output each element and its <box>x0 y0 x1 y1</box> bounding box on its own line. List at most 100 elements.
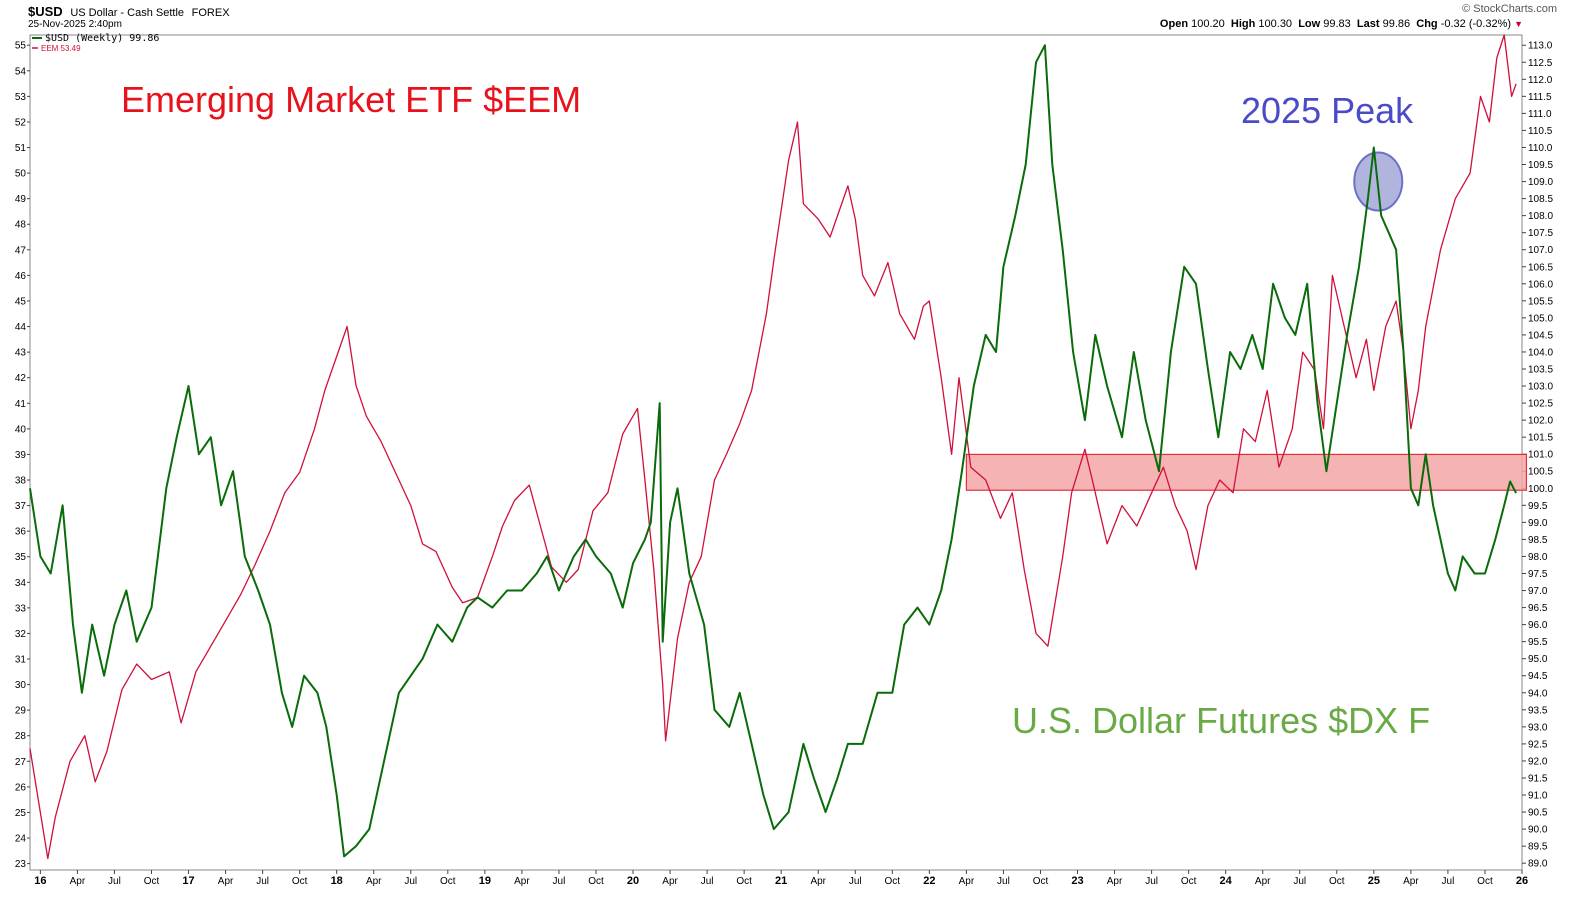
left-tick-label: 31 <box>15 655 27 666</box>
ohlc-readout: Open 100.20 High 100.30 Low 99.83 Last 9… <box>1160 18 1523 30</box>
right-tick-label: 90.0 <box>1528 825 1548 836</box>
usd-legend-label: $USD (Weekly) 99.86 <box>45 33 159 44</box>
right-tick-label: 97.0 <box>1528 586 1548 597</box>
right-tick-label: 111.5 <box>1528 92 1552 103</box>
x-tick-label: Oct <box>588 876 604 887</box>
right-tick-label: 99.0 <box>1528 518 1548 529</box>
x-axis: 16 Apr Jul Oct 17 Apr Jul Oct 18 Apr Jul Oct 19 Apr Ju… <box>34 870 1528 887</box>
x-tick-label: Jul <box>404 876 417 887</box>
support-band <box>965 453 1528 491</box>
right-tick-label: 112.5 <box>1528 58 1553 69</box>
x-tick-label: Jul <box>256 876 269 887</box>
x-tick-label: Jul <box>108 876 121 887</box>
right-tick-label: 100.0 <box>1528 484 1553 495</box>
dx-title-annotation: U.S. Dollar Futures $DX F <box>1012 700 1430 741</box>
x-tick-label: Jul <box>1145 876 1158 887</box>
x-tick-label: 22 <box>923 875 935 887</box>
right-tick-label: 108.0 <box>1528 211 1553 222</box>
right-tick-label: 107.5 <box>1528 228 1553 239</box>
x-tick-label: Apr <box>70 876 86 887</box>
x-tick-label: Jul <box>1293 876 1306 887</box>
left-tick-label: 36 <box>15 527 27 538</box>
right-tick-label: 93.5 <box>1528 705 1548 716</box>
right-tick-label: 110.0 <box>1528 143 1553 154</box>
right-tick-label: 103.0 <box>1528 382 1553 393</box>
x-tick-label: Oct <box>1181 876 1197 887</box>
x-tick-label: 17 <box>182 875 194 887</box>
x-tick-label: Jul <box>997 876 1010 887</box>
x-tick-label: 24 <box>1220 875 1233 887</box>
right-tick-label: 91.0 <box>1528 791 1548 802</box>
right-tick-label: 112.0 <box>1528 75 1553 86</box>
right-tick-label: 89.5 <box>1528 842 1548 853</box>
right-tick-label: 105.0 <box>1528 313 1553 324</box>
right-tick-label: 104.5 <box>1528 330 1553 341</box>
x-tick-label: Oct <box>736 876 752 887</box>
right-tick-label: 103.5 <box>1528 365 1553 376</box>
x-tick-label: Apr <box>810 876 826 887</box>
x-tick-label: 26 <box>1516 875 1528 887</box>
x-tick-label: Oct <box>1033 876 1049 887</box>
right-axis: 89.0 89.5 90.0 90.5 91.0 91.5 92.0 92.5 93.0 93.5… <box>1522 41 1553 870</box>
left-tick-label: 47 <box>15 245 27 256</box>
left-tick-label: 38 <box>15 475 27 486</box>
left-tick-label: 26 <box>15 782 27 793</box>
left-tick-label: 51 <box>15 143 27 154</box>
right-tick-label: 110.5 <box>1528 126 1553 137</box>
right-tick-label: 94.5 <box>1528 671 1548 682</box>
chart-header: $USD US Dollar - Cash Settle FOREX 25-No… <box>0 0 1595 34</box>
x-tick-label: Jul <box>1442 876 1455 887</box>
right-tick-label: 109.0 <box>1528 177 1553 188</box>
right-tick-label: 95.0 <box>1528 654 1548 665</box>
left-tick-label: 23 <box>15 859 27 870</box>
high-label: High <box>1230 18 1256 30</box>
left-tick-label: 28 <box>15 731 27 742</box>
right-tick-label: 101.5 <box>1528 433 1553 444</box>
chg-down-icon: ▼ <box>1514 19 1523 29</box>
right-tick-label: 102.0 <box>1528 416 1553 427</box>
eem-series-line <box>29 34 1517 860</box>
left-tick-label: 50 <box>15 169 27 180</box>
symbol: $USD <box>28 4 63 19</box>
x-tick-label: Oct <box>144 876 160 887</box>
x-tick-label: Apr <box>1107 876 1123 887</box>
x-tick-label: 23 <box>1071 875 1083 887</box>
usd-series-line <box>29 44 1517 858</box>
left-tick-label: 29 <box>15 706 27 717</box>
right-tick-label: 98.5 <box>1528 535 1548 546</box>
x-tick-label: Apr <box>514 876 530 887</box>
x-tick-label: Jul <box>849 876 862 887</box>
left-tick-label: 33 <box>15 603 27 614</box>
right-tick-label: 96.0 <box>1528 620 1548 631</box>
right-tick-label: 111.0 <box>1528 109 1552 120</box>
x-tick-label: Oct <box>440 876 456 887</box>
symbol-line: $USD US Dollar - Cash Settle FOREX <box>28 4 230 19</box>
low-label: Low <box>1298 18 1321 30</box>
left-tick-label: 52 <box>15 117 27 128</box>
left-tick-label: 34 <box>15 578 27 589</box>
x-tick-label: Apr <box>1255 876 1271 887</box>
x-tick-label: 20 <box>627 875 639 887</box>
peak-annotation: 2025 Peak <box>1241 90 1414 131</box>
x-tick-label: Oct <box>1329 876 1345 887</box>
open-value: 100.20 <box>1191 18 1225 30</box>
right-tick-label: 97.5 <box>1528 569 1548 580</box>
left-tick-label: 37 <box>15 501 27 512</box>
right-tick-label: 100.5 <box>1528 467 1553 478</box>
right-tick-label: 92.5 <box>1528 739 1548 750</box>
left-tick-label: 54 <box>15 66 27 77</box>
x-tick-label: Apr <box>662 876 678 887</box>
x-tick-label: Jul <box>553 876 566 887</box>
x-tick-label: Oct <box>292 876 308 887</box>
right-tick-label: 101.0 <box>1528 450 1553 461</box>
x-tick-label: Oct <box>1477 876 1493 887</box>
x-tick-label: Apr <box>1403 876 1419 887</box>
left-tick-label: 24 <box>15 834 27 845</box>
right-tick-label: 106.0 <box>1528 279 1553 290</box>
right-tick-label: 104.0 <box>1528 347 1553 358</box>
left-tick-label: 44 <box>15 322 27 333</box>
right-tick-label: 93.0 <box>1528 722 1548 733</box>
stockcharts-watermark: © StockCharts.com <box>1462 3 1557 15</box>
